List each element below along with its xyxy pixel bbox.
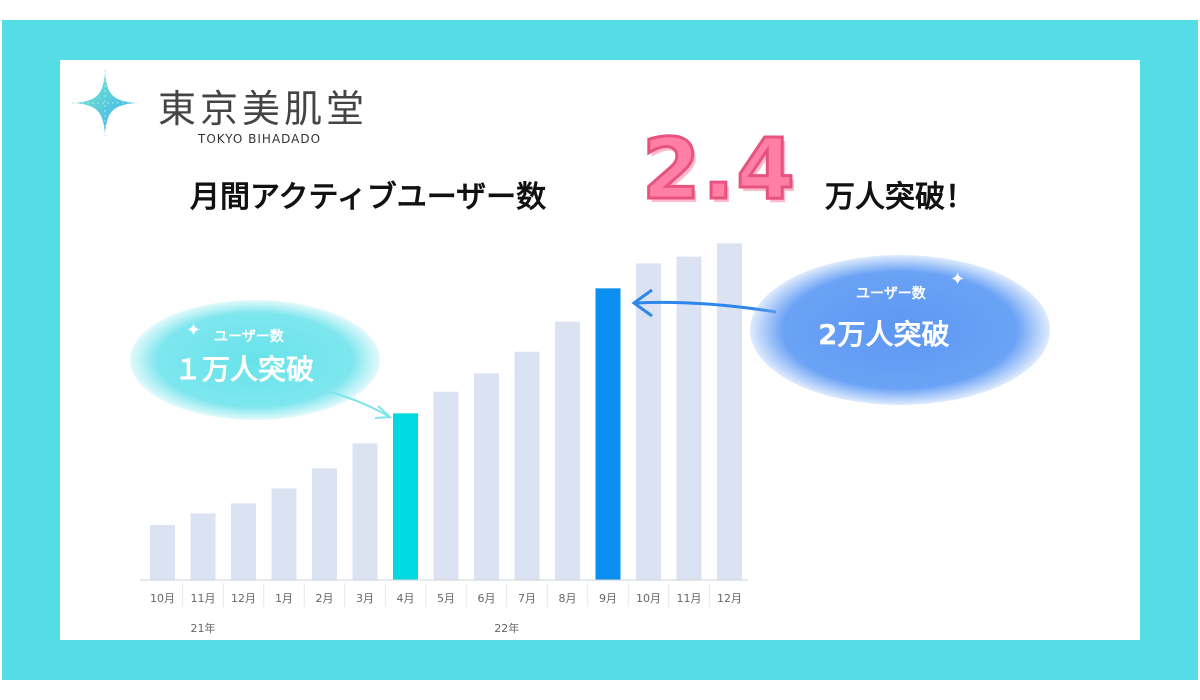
sparkle-icon: ✦ xyxy=(186,320,202,341)
callout-first-value: １万人突破 xyxy=(174,353,315,386)
bar-3 xyxy=(271,488,297,580)
tick-label-14: 12月 xyxy=(717,592,742,605)
tick-label-8: 6月 xyxy=(478,592,496,605)
tick-label-4: 2月 xyxy=(316,592,334,605)
brand-logo: 東京美肌堂 TOKYO BIHADADO xyxy=(72,70,392,150)
bar-9 xyxy=(514,351,540,580)
headline-suffix: 万人突破！ xyxy=(825,180,975,215)
tick-label-12: 10月 xyxy=(636,592,661,605)
arrow-second-head xyxy=(631,288,653,318)
sparkle-logo-icon xyxy=(72,70,138,136)
bar-12 xyxy=(636,263,661,580)
arrow-first-head xyxy=(374,405,393,419)
year-label-group: 21年 22年 xyxy=(191,621,520,635)
brand-subtitle: TOKYO BIHADADO xyxy=(198,132,322,146)
bar-5 xyxy=(352,443,378,580)
callout-second: ユーザー数 ✦ 2万人突破 xyxy=(750,255,1050,405)
brand-name: 東京美肌堂 xyxy=(158,87,369,131)
tick-label-13: 11月 xyxy=(677,592,702,605)
tick-label-6: 4月 xyxy=(397,592,415,605)
tick-label-7: 5月 xyxy=(437,592,455,605)
bar-8 xyxy=(474,373,499,580)
bar-7 xyxy=(433,391,459,580)
tick-label-5: 3月 xyxy=(356,592,374,605)
bar-group xyxy=(150,243,742,581)
tick-label-11: 9月 xyxy=(599,592,617,605)
tick-label-9: 7月 xyxy=(518,592,536,605)
callout-second-label: ユーザー数 xyxy=(856,286,926,302)
tick-label-10: 8月 xyxy=(559,592,577,605)
tick-label-2: 12月 xyxy=(231,592,256,605)
bar-6 xyxy=(393,413,418,580)
bar-0 xyxy=(150,525,175,580)
tick-label-1: 11月 xyxy=(191,592,216,605)
bar-10 xyxy=(555,321,580,580)
callout-first: ✦ ユーザー数 １万人突破 xyxy=(130,300,380,420)
bar-1 xyxy=(190,513,216,580)
bar-11 xyxy=(595,288,621,580)
headline-prefix: 月間アクティブユーザー数 xyxy=(190,180,547,215)
year-label-1: 22年 xyxy=(494,621,519,635)
year-label-0: 21年 xyxy=(191,621,216,635)
callout-first-label: ユーザー数 xyxy=(214,329,284,345)
bar-13 xyxy=(676,256,702,580)
callout-second-value: 2万人突破 xyxy=(818,318,950,351)
headline-number: 2.4 xyxy=(641,119,797,220)
bar-14 xyxy=(717,243,742,581)
sparkle-icon: ✦ xyxy=(950,269,966,290)
headline: 月間アクティブユーザー数 2.4 万人突破！ xyxy=(180,119,1020,220)
bar-4 xyxy=(312,468,337,580)
tick-label-0: 10月 xyxy=(150,592,175,605)
tick-group: 10月 11月 12月 1月 2月 3月 4月 5月 6月 7月 8月 9月 10月 11月 12月 xyxy=(150,583,742,607)
bar-2 xyxy=(231,503,256,580)
tick-label-3: 1月 xyxy=(275,592,293,605)
